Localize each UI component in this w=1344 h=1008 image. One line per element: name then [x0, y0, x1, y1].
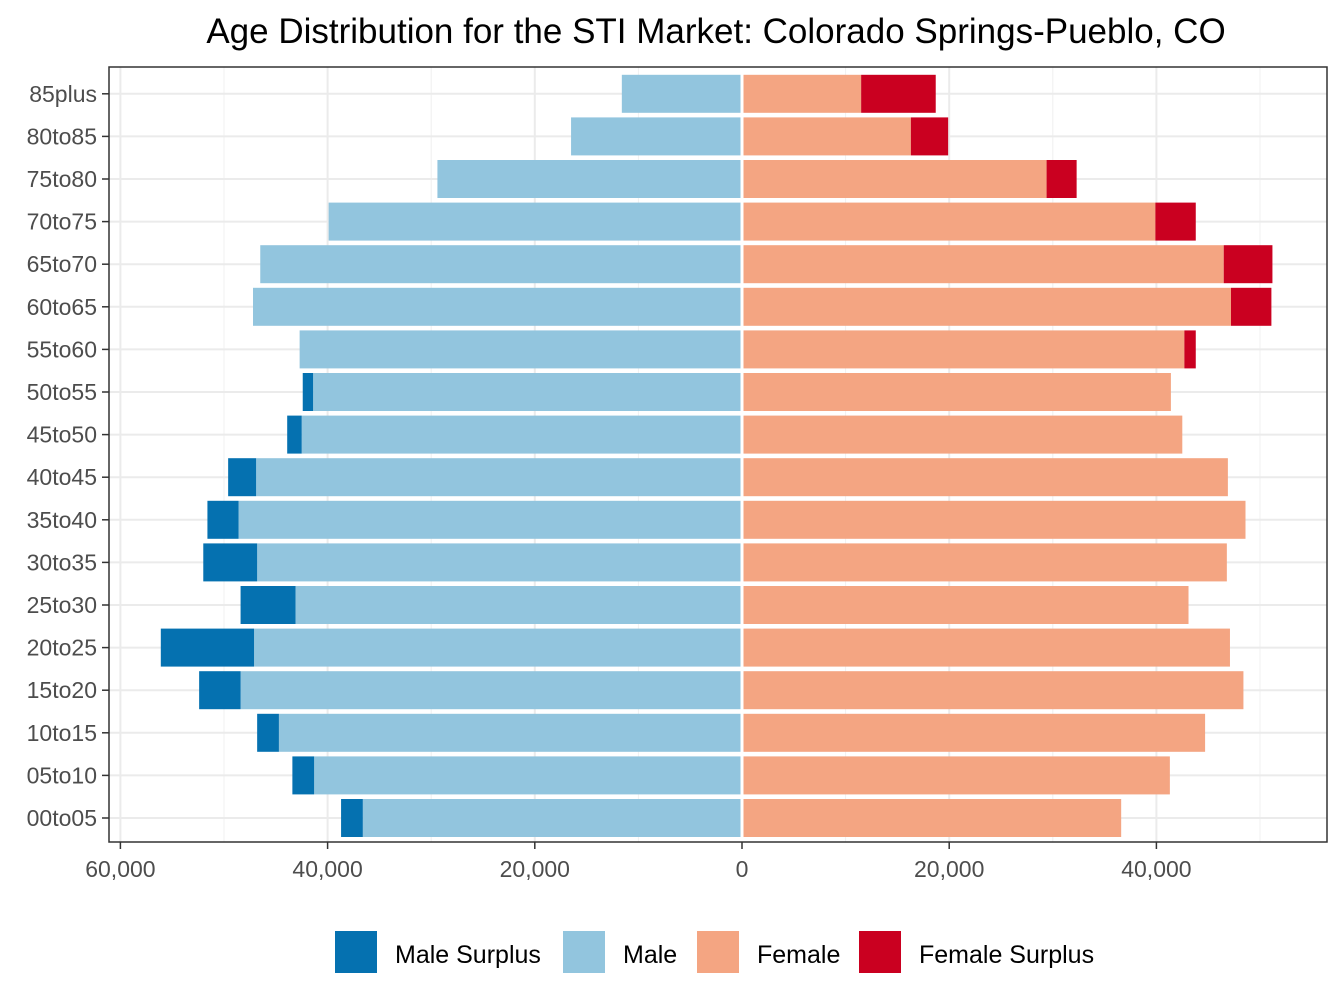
bar-male-80to85 [571, 117, 742, 156]
y-tick-label: 10to15 [27, 720, 97, 746]
y-tick-label: 15to20 [27, 677, 97, 703]
x-tick-label: 20,000 [914, 856, 984, 882]
y-tick-label: 45to50 [27, 422, 97, 448]
bar-male-25to30 [295, 586, 742, 624]
bar-male-05to10 [314, 756, 742, 795]
bar-male-60to65 [253, 287, 742, 326]
x-tick-label: 20,000 [500, 856, 570, 882]
bar-female-35to40 [742, 500, 1246, 539]
bar-male-75to80 [437, 160, 742, 198]
x-tick-label: 60,000 [85, 856, 155, 882]
x-tick-label: 40,000 [292, 856, 362, 882]
bar-male-surplus-15to20 [199, 671, 241, 710]
y-tick-label: 50to55 [27, 379, 97, 405]
bar-female-40to45 [742, 458, 1228, 497]
bar-male-surplus-00to05 [341, 799, 363, 837]
y-tick-label: 00to05 [27, 805, 97, 831]
bar-male-20to25 [254, 628, 742, 667]
bar-male-70to75 [328, 202, 742, 241]
bar-male-55to60 [299, 330, 742, 369]
legend-key-female-surplus [859, 931, 901, 973]
bar-male-surplus-10to15 [257, 713, 279, 752]
legend: Male Surplus Male Female Female Surplus [335, 931, 1094, 973]
y-tick-label: 55to60 [27, 336, 97, 362]
bar-female-surplus-85plus [861, 74, 936, 113]
bar-female-60to65 [742, 287, 1231, 326]
y-tick-label: 30to35 [27, 549, 97, 575]
bar-male-10to15 [278, 713, 742, 752]
y-tick-label: 80to85 [27, 123, 97, 149]
legend-label-female-surplus: Female Surplus [919, 941, 1094, 969]
plot-border [108, 66, 1328, 843]
legend-label-male-surplus: Male Surplus [395, 941, 541, 969]
chart-title: Age Distribution for the STI Market: Col… [206, 12, 1225, 51]
y-tick-label: 40to45 [27, 464, 97, 490]
bar-male-surplus-40to45 [228, 458, 257, 497]
y-tick-label: 60to65 [27, 294, 97, 320]
y-tick-label: 20to25 [27, 635, 97, 661]
y-tick-label: 65to70 [27, 251, 97, 277]
bar-female-surplus-80to85 [910, 117, 949, 156]
bar-male-50to55 [313, 373, 742, 411]
bar-female-surplus-70to75 [1155, 202, 1196, 241]
bar-female-70to75 [742, 202, 1156, 241]
bar-male-00to05 [362, 799, 742, 837]
bar-male-65to70 [260, 245, 742, 284]
legend-label-male: Male [623, 941, 677, 969]
y-tick-label: 75to80 [27, 166, 97, 192]
legend-label-female: Female [757, 941, 840, 969]
bar-male-15to20 [240, 671, 743, 710]
legend-key-male-surplus [335, 931, 377, 973]
bar-male-surplus-30to35 [203, 543, 258, 582]
x-tick-label: 0 [736, 856, 749, 882]
bar-female-00to05 [742, 799, 1122, 837]
bar-female-65to70 [742, 245, 1224, 284]
bar-female-30to35 [742, 543, 1227, 582]
bar-female-15to20 [742, 671, 1244, 710]
bar-male-surplus-05to10 [292, 756, 315, 795]
bar-male-40to45 [256, 458, 742, 497]
bar-male-surplus-20to25 [160, 628, 255, 667]
bar-female-75to80 [742, 160, 1047, 198]
bar-female-25to30 [742, 586, 1189, 624]
bar-female-20to25 [742, 628, 1230, 667]
bar-male-35to40 [238, 500, 742, 539]
bar-male-surplus-35to40 [207, 500, 239, 539]
bar-male-85plus [621, 74, 742, 113]
legend-key-male [563, 931, 605, 973]
bar-male-surplus-50to55 [302, 373, 314, 411]
bar-female-85plus [742, 74, 862, 113]
bar-female-80to85 [742, 117, 911, 156]
axis-ticks: 00to05 05to10 10to15 15to20 20to25 25to30 30to… [27, 81, 1192, 882]
bar-male-30to35 [257, 543, 742, 582]
bar-female-surplus-75to80 [1046, 160, 1077, 198]
x-tick-label: 40,000 [1121, 856, 1191, 882]
y-tick-label: 70to75 [27, 209, 97, 235]
y-tick-label: 85plus [29, 81, 97, 107]
bar-female-surplus-60to65 [1230, 287, 1272, 326]
y-tick-label: 35to40 [27, 507, 97, 533]
bar-male-45to50 [301, 415, 742, 454]
bar-female-05to10 [742, 756, 1170, 795]
bar-male-surplus-25to30 [240, 586, 296, 624]
legend-key-female [697, 931, 739, 973]
bar-male-surplus-45to50 [287, 415, 302, 454]
bar-female-10to15 [742, 713, 1206, 752]
bar-female-45to50 [742, 415, 1183, 454]
bar-female-55to60 [742, 330, 1185, 369]
bar-female-surplus-55to60 [1184, 330, 1196, 369]
bar-female-50to55 [742, 373, 1171, 411]
bar-female-surplus-65to70 [1223, 245, 1273, 284]
bars [160, 67, 1273, 842]
y-tick-label: 25to30 [27, 592, 97, 618]
y-tick-label: 05to10 [27, 762, 97, 788]
